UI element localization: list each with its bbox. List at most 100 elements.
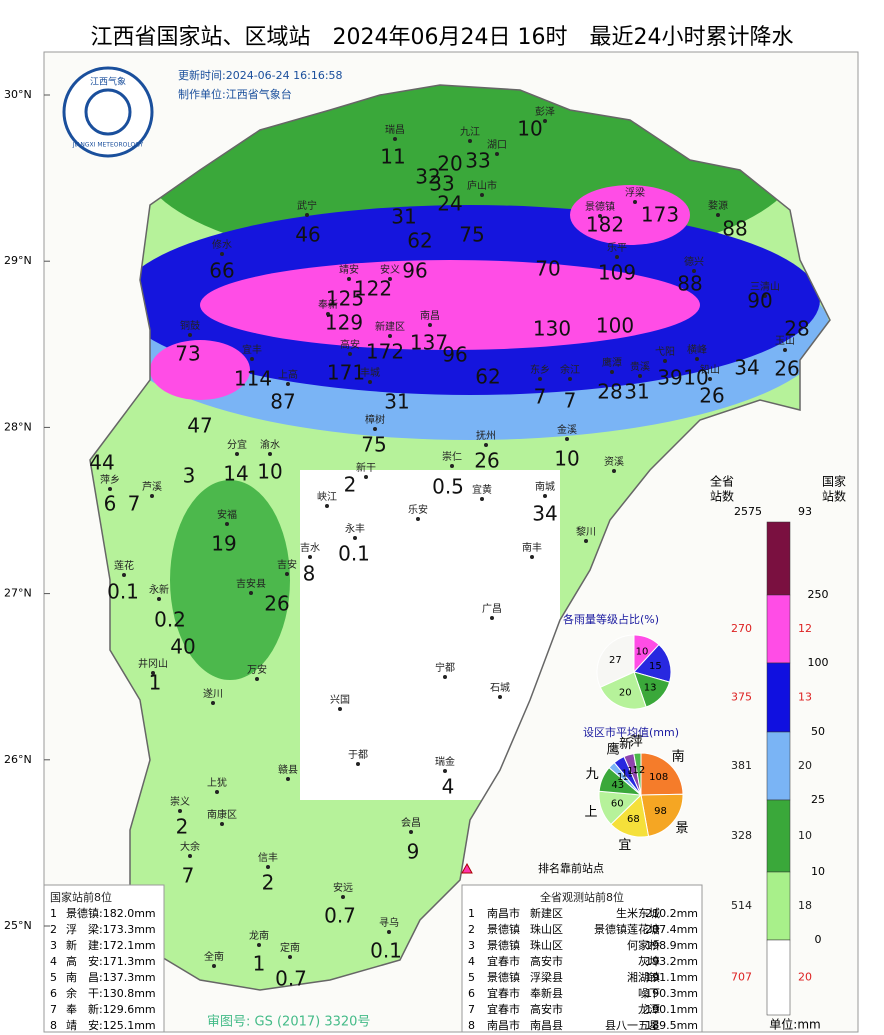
table-cell: 南昌市 <box>487 906 520 920</box>
station-dot <box>178 809 182 813</box>
table-cell: 浮梁县 <box>530 970 563 984</box>
station-dot <box>409 830 413 834</box>
station-dot <box>353 536 357 540</box>
station-dot <box>373 427 377 431</box>
rain-value: 70 <box>535 257 560 281</box>
pie-value: 108 <box>649 772 668 783</box>
pie-title: 各雨量等级占比(%) <box>563 612 659 626</box>
legend-threshold: 25 <box>811 793 825 806</box>
rain-value: 0.1 <box>370 939 402 963</box>
legend-header: 国家 <box>822 474 846 489</box>
pie-category: 鹰 <box>607 741 620 757</box>
rain-value: 66 <box>209 259 234 283</box>
table-cell: 8 <box>50 1019 57 1032</box>
place-name: 信丰 <box>258 851 278 864</box>
legend-total: 93 <box>798 505 812 518</box>
table-cell: 2 <box>468 923 475 936</box>
place-name: 景德镇 <box>585 200 615 213</box>
legend-count: 13 <box>798 691 812 704</box>
table-cell: 景德镇 <box>487 922 520 936</box>
place-name: 乐安 <box>408 503 428 516</box>
legend-unit: 单位:mm <box>769 1017 820 1032</box>
rain-value: 44 <box>89 451 114 475</box>
rain-value: 10 <box>257 460 282 484</box>
rain-value: 4 <box>442 775 455 799</box>
station-dot <box>692 269 696 273</box>
table-cell: 何家桥 <box>627 938 660 952</box>
rain-value: 0.7 <box>275 967 307 991</box>
table-cell: 南昌市 <box>487 1018 520 1032</box>
place-name: 武宁 <box>297 199 317 212</box>
rain-value: 129 <box>325 311 363 335</box>
station-dot <box>663 359 667 363</box>
table-cell: 珠山区 <box>530 922 563 936</box>
pie-value: 20 <box>619 687 632 698</box>
place-name: 玉山 <box>775 335 795 347</box>
station-dot <box>428 323 432 327</box>
pie-slice <box>640 752 684 796</box>
station-dot <box>108 487 112 491</box>
place-name: 南城 <box>535 480 555 493</box>
station-dot <box>443 675 447 679</box>
place-name: 赣县 <box>278 763 298 776</box>
table-cell: 生米东城 <box>616 906 660 920</box>
place-name: 资溪 <box>604 456 624 468</box>
station-dot <box>215 790 219 794</box>
rain-value: 46 <box>295 223 320 247</box>
producer: 制作单位:江西省气象台 <box>178 87 292 101</box>
rain-value: 3 <box>183 464 196 488</box>
table-cell: 189.5mm <box>645 1019 698 1032</box>
station-dot <box>783 348 787 352</box>
station-dot <box>220 822 224 826</box>
station-dot <box>490 616 494 620</box>
legend-count: 12 <box>798 622 812 635</box>
place-name: 会昌 <box>401 816 421 829</box>
table-cell: 湘湖镇 <box>627 970 660 984</box>
place-name: 樟树 <box>365 413 385 426</box>
place-name: 上犹 <box>207 777 227 789</box>
table-cell: 景德镇莲花塘 <box>594 922 660 936</box>
station-dot <box>285 572 289 576</box>
place-name: 湖口 <box>487 139 507 151</box>
station-dot <box>188 333 192 337</box>
pie-category: 南 <box>672 749 685 765</box>
rain-value: 125 <box>326 287 364 311</box>
rain-value: 40 <box>170 635 195 659</box>
rain-value: 14 <box>223 462 248 486</box>
rain-value: 109 <box>598 261 636 285</box>
legend-total: 2575 <box>734 505 762 518</box>
legend-threshold: 0 <box>815 933 822 946</box>
place-name: 婺源 <box>708 199 728 212</box>
table-cell: 景德镇 <box>487 970 520 984</box>
rain-value: 39 <box>657 366 682 390</box>
place-name: 瑞昌 <box>385 124 405 136</box>
table-all-box <box>461 884 703 1033</box>
table-cell: 3 <box>468 939 475 952</box>
rain-value: 28 <box>784 317 809 341</box>
station-dot <box>288 955 292 959</box>
table-cell: 靖 安:125.1mm <box>66 1018 156 1032</box>
rain-value: 96 <box>442 343 467 367</box>
table-cell: 7 <box>468 1003 475 1016</box>
rain-value: 31 <box>384 390 409 414</box>
rain-value: 2 <box>262 871 275 895</box>
station-dot <box>368 380 372 384</box>
place-name: 崇义 <box>170 796 190 808</box>
table-cell: 4 <box>50 955 57 968</box>
rain-value: 19 <box>211 532 236 556</box>
place-name: 高安 <box>340 338 360 351</box>
station-dot <box>249 591 253 595</box>
place-name: 抚州 <box>476 430 496 442</box>
lat-label: 25°N <box>4 919 32 932</box>
rain-value: 1 <box>253 952 266 976</box>
pie-category: 萍 <box>630 735 643 750</box>
legend-threshold: 100 <box>808 656 829 669</box>
legend-header: 站数 <box>710 489 734 504</box>
table-cell: 景德镇:182.0mm <box>66 906 156 920</box>
station-dot <box>326 312 330 316</box>
station-dot <box>257 943 261 947</box>
pie-value: 60 <box>611 798 624 809</box>
rain-value: 62 <box>407 229 432 253</box>
lat-label: 30°N <box>4 88 32 101</box>
station-dot <box>188 854 192 858</box>
